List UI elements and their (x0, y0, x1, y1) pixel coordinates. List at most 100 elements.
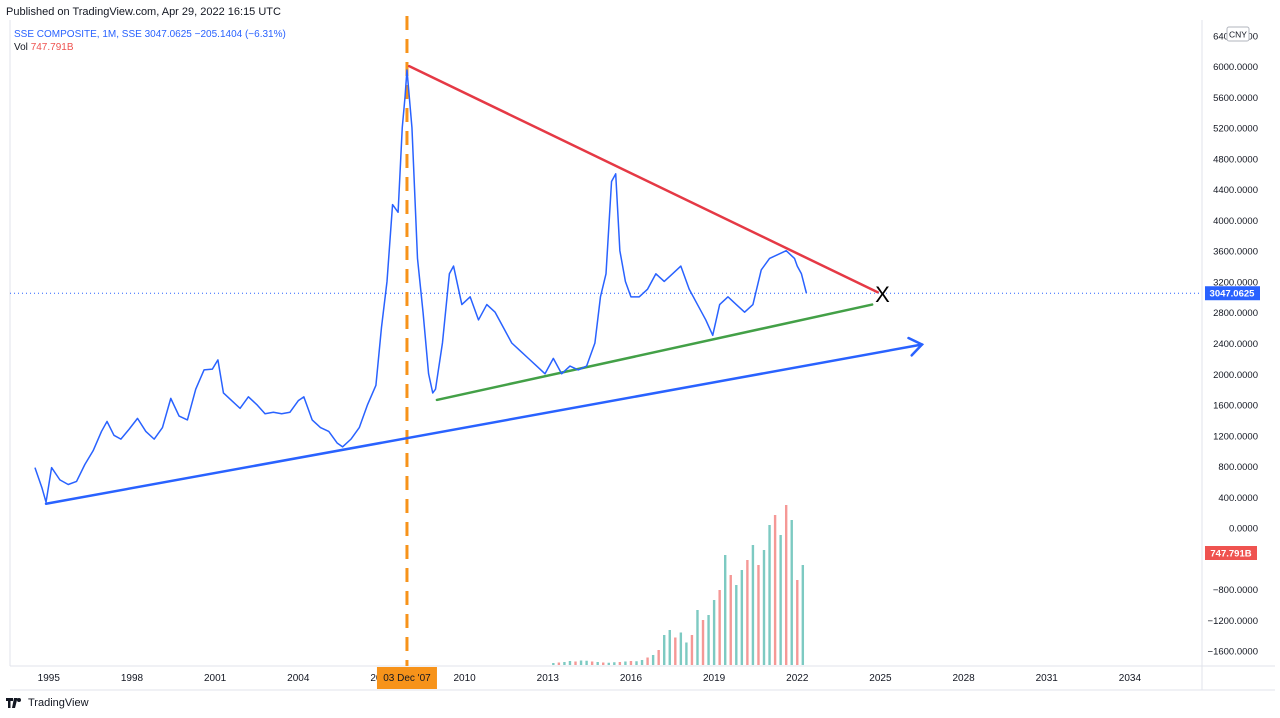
volume-bar (563, 662, 566, 665)
legend-values: 3047.0625 −205.1404 (−6.31%) (144, 29, 286, 40)
volume-bar (784, 505, 788, 665)
volume-bar (679, 632, 683, 665)
price-tick-label: 6000.0000 (1213, 62, 1258, 73)
price-tick-label: 5200.0000 (1213, 124, 1258, 135)
volume-bar (596, 662, 599, 665)
date-marker-badge-box (376, 667, 437, 689)
time-tick-label: 2034 (1119, 673, 1142, 684)
time-tick-label: 2010 (453, 673, 476, 684)
volume-bar (657, 650, 660, 665)
volume-bar (685, 642, 688, 665)
footer: TradingView (6, 697, 89, 709)
x-annotation: X (875, 282, 890, 307)
volume-bar (796, 580, 799, 665)
price-tick-label: −1600.0000 (1208, 647, 1258, 658)
time-tick-label: 2019 (703, 673, 726, 684)
volume-bar (729, 575, 732, 665)
footer-brand[interactable]: TradingView (28, 697, 89, 709)
price-tick-label: 3600.0000 (1213, 247, 1258, 258)
volume-bar (690, 635, 694, 665)
last-price-badge-box (1205, 286, 1260, 301)
legend-symbol-row: SSE COMPOSITE, 1M, SSE 3047.0625 −205.14… (14, 28, 286, 41)
volume-badge: 747.791B (1205, 546, 1257, 560)
long-term-trendline-arrowhead (907, 336, 925, 357)
legend-volume-row: Vol 747.791B (14, 41, 286, 54)
volume-bar (585, 660, 588, 665)
support-trendline (435, 303, 874, 402)
volume-bar (707, 615, 710, 665)
legend-vol-value: 747.791B (30, 42, 74, 53)
volume-bar (712, 600, 716, 665)
currency-badge: CNY (1226, 26, 1250, 42)
volume-bar (740, 570, 744, 665)
time-tick-label: 2013 (537, 673, 560, 684)
volume-bar (635, 661, 638, 665)
volume-bar (696, 610, 699, 665)
tradingview-logo-icon (6, 698, 21, 708)
volume-bar (790, 520, 793, 665)
volume-bar (757, 565, 760, 665)
volume-bar (613, 662, 616, 665)
volume-bar (701, 620, 705, 665)
price-tick-label: 4400.0000 (1213, 185, 1258, 196)
time-scale: 1995199820012004200720102013201620192022… (38, 673, 1142, 684)
price-tick-label: 1200.0000 (1213, 431, 1258, 442)
legend-vol-label: Vol (14, 42, 28, 53)
time-tick-label: 2031 (1036, 673, 1059, 684)
volume-bar (646, 657, 649, 665)
legend-symbol: SSE COMPOSITE, 1M, SSE (14, 29, 142, 40)
volume-badge-box (1205, 546, 1257, 560)
time-tick-label: 2028 (952, 673, 975, 684)
time-tick-label: 2016 (620, 673, 643, 684)
volume-bar (602, 662, 605, 665)
price-tick-label: 2400.0000 (1213, 339, 1258, 350)
volume-bar (552, 663, 555, 665)
time-tick-label: 1995 (38, 673, 61, 684)
volume-bar (668, 630, 671, 665)
time-tick-label: 2001 (204, 673, 227, 684)
published-caption: Published on TradingView.com, Apr 29, 20… (6, 6, 281, 18)
volume-bar (718, 590, 721, 665)
price-tick-label: 4800.0000 (1213, 154, 1258, 165)
volume-bar (801, 565, 805, 665)
volume-bar (618, 662, 622, 665)
volume-badge-label: 747.791B (1210, 549, 1251, 560)
volume-bar (651, 655, 655, 665)
last-price-badge-label: 3047.0625 (1210, 289, 1256, 300)
volume-bar (590, 661, 594, 665)
volume-bar (624, 661, 627, 665)
volume-bar (724, 555, 727, 665)
chart-legend: SSE COMPOSITE, 1M, SSE 3047.0625 −205.14… (14, 28, 286, 54)
price-tick-label: 4000.0000 (1213, 216, 1258, 227)
price-tick-label: 2800.0000 (1213, 308, 1258, 319)
volume-bar (762, 550, 766, 665)
currency-badge-box (1226, 26, 1250, 42)
volume-bar (779, 535, 782, 665)
date-marker-badge: 03 Dec '07 (376, 667, 437, 689)
price-tick-label: 2000.0000 (1213, 370, 1258, 381)
volume-bar (574, 661, 577, 665)
date-marker-badge-label: 03 Dec '07 (383, 673, 431, 684)
price-tick-label: −1200.0000 (1208, 616, 1258, 627)
time-tick-label: 2025 (869, 673, 892, 684)
resistance-trendline (407, 64, 879, 294)
currency-label: CNY (1229, 30, 1247, 40)
volume-bar (568, 661, 572, 665)
price-tick-label: −800.0000 (1213, 585, 1258, 596)
last-price-badge: 3047.0625 (1205, 286, 1260, 301)
volume-bar (751, 545, 755, 665)
price-tick-label: 3200.0000 (1213, 277, 1258, 288)
volume-bar (768, 525, 771, 665)
time-tick-label: 2022 (786, 673, 809, 684)
time-tick-label: 1998 (121, 673, 144, 684)
price-tick-label: 400.0000 (1218, 493, 1258, 504)
long-term-trendline (44, 343, 924, 505)
volume-bar (773, 515, 777, 665)
volume-bar (640, 660, 644, 665)
volume-bar (557, 662, 561, 665)
price-series-line (34, 69, 808, 503)
price-tick-label: 800.0000 (1218, 462, 1258, 473)
volume-bar (663, 635, 666, 665)
volume-bar (607, 662, 610, 665)
